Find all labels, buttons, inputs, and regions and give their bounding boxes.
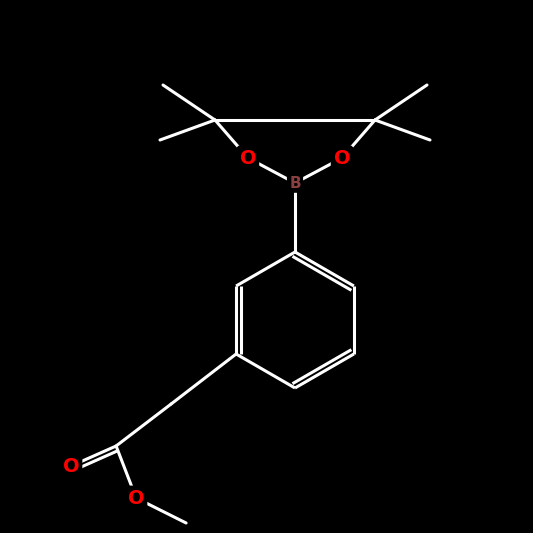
Text: B: B — [289, 175, 301, 190]
Text: O: O — [240, 149, 256, 167]
Text: O: O — [63, 456, 79, 475]
Text: O: O — [128, 489, 144, 507]
Text: O: O — [334, 149, 350, 167]
